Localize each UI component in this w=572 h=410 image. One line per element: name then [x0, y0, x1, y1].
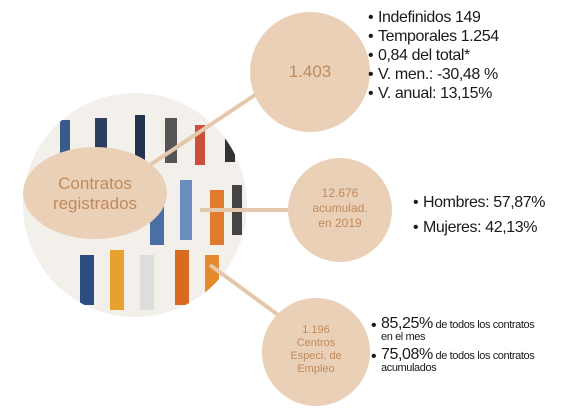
- middle-list: Hombres: 57,87%Mujeres: 42,13%: [413, 190, 545, 240]
- bullet-item: 85,25% de todos los contratos en el mes: [371, 318, 536, 343]
- bullet-item: Hombres: 57,87%: [413, 190, 545, 215]
- bullet-item: V. men.: -30,48 %: [368, 65, 499, 84]
- top-list: Indefinidos 149Temporales 1.254 0,84 del…: [368, 8, 499, 103]
- bullet-item: 75,08% de todos los contratos acumulados: [371, 349, 536, 374]
- top-label: 1.403: [270, 62, 350, 82]
- center-label: Contratos registrados: [45, 174, 145, 214]
- bullet-item: Indefinidos 149: [368, 8, 499, 27]
- bottom-list: 85,25% de todos los contratos en el mes 7…: [371, 318, 536, 380]
- bullet-value: 75,08%: [381, 346, 433, 363]
- bullet-item: Temporales 1.254: [368, 27, 499, 46]
- bullet-item: 0,84 del total*: [368, 46, 499, 65]
- bottom-label: 1.196 Centros Especi. de Empleo: [286, 324, 346, 376]
- infographic: Contratos registrados 1.403 12.676 acumu…: [0, 0, 572, 410]
- bullet-item: Mujeres: 42,13%: [413, 215, 545, 240]
- middle-label: 12.676 acumulad. en 2019: [305, 186, 375, 231]
- bullet-value: 85,25%: [381, 315, 433, 332]
- bullet-item: V. anual: 13,15%: [368, 84, 499, 103]
